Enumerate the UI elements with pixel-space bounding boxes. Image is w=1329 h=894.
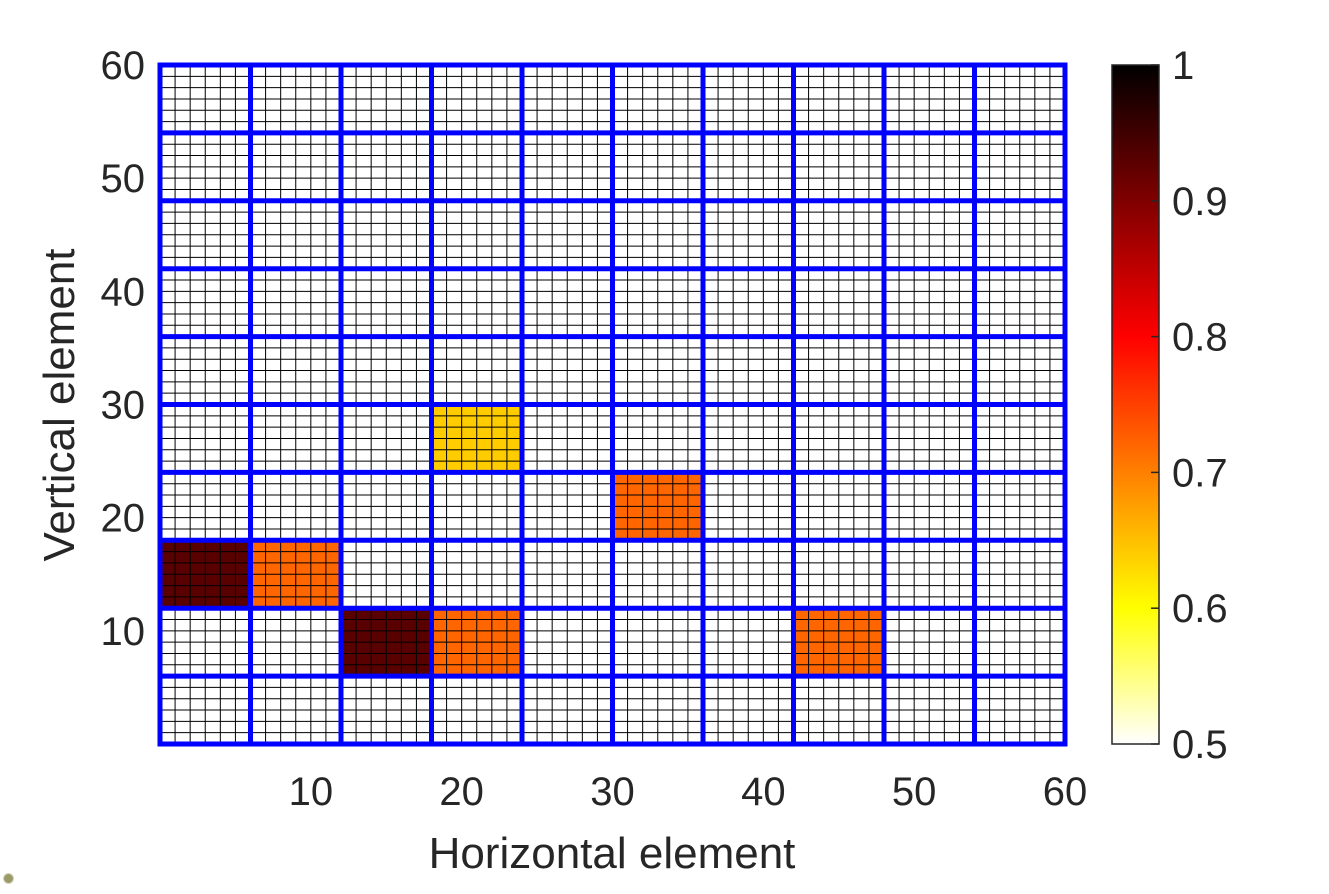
x-tick-label: 20: [439, 770, 484, 814]
y-axis-ticks: 10 20 30 40 50 60: [101, 44, 146, 654]
x-tick-label: 40: [741, 770, 786, 814]
x-tick-label: 50: [892, 770, 937, 814]
colorbar-tick-label: 0.7: [1172, 451, 1228, 495]
x-tick-label: 10: [289, 770, 334, 814]
x-axis-label: Horizontal element: [429, 829, 796, 878]
colorbar-tick-label: 0.8: [1172, 316, 1228, 360]
colorbar-gradient: [1111, 64, 1160, 745]
block-grid: [157, 62, 1068, 747]
y-tick-label: 60: [101, 44, 146, 88]
y-tick-label: 50: [101, 157, 146, 201]
y-tick-label: 20: [101, 497, 146, 541]
y-tick-label: 30: [101, 384, 146, 428]
colorbar-tick-label: 0.5: [1172, 723, 1228, 767]
y-axis-label: Vertical element: [35, 248, 84, 561]
colorbar-tick-label: 0.6: [1172, 587, 1228, 631]
x-tick-label: 60: [1043, 770, 1088, 814]
block-grid-lines: [157, 62, 1068, 747]
colorbar: 0.5 0.6 0.7 0.8 0.9 1: [1111, 44, 1228, 767]
colorbar-tick-label: 0.9: [1172, 180, 1228, 224]
x-tick-label: 30: [590, 770, 635, 814]
y-tick-label: 40: [101, 270, 146, 314]
x-axis-ticks: 10 20 30 40 50 60: [289, 770, 1088, 814]
corner-dot-icon: [3, 873, 14, 884]
colorbar-tick-label: 1: [1172, 44, 1194, 88]
y-tick-label: 10: [101, 610, 146, 654]
colorbar-ticks: 0.5 0.6 0.7 0.8 0.9 1: [1151, 44, 1228, 767]
